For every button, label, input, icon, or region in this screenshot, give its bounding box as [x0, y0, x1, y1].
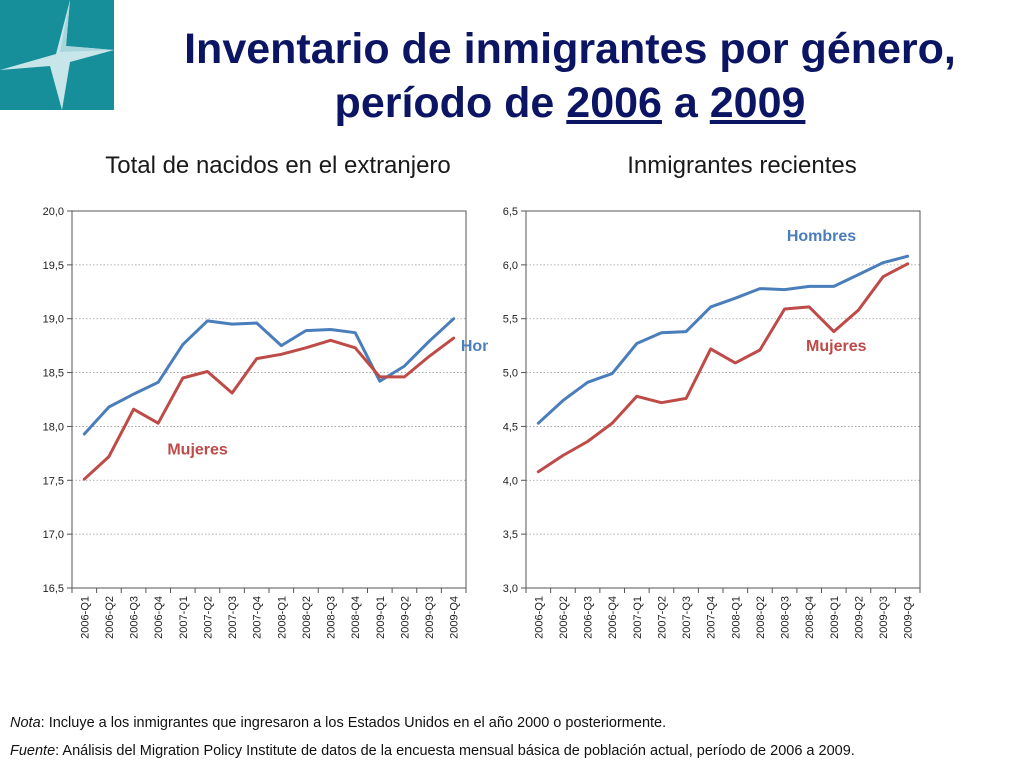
y-tick-label: 4,0 — [503, 475, 518, 487]
title-mid: a — [661, 79, 710, 127]
x-tick-label: 2006-Q4 — [153, 596, 165, 639]
source-label: Fuente — [10, 743, 56, 759]
x-tick-label: 2008-Q1 — [276, 596, 288, 639]
x-tick-label: 2008-Q3 — [780, 596, 792, 639]
x-tick-label: 2007-Q2 — [202, 596, 214, 639]
x-tick-label: 2008-Q4 — [804, 596, 816, 639]
x-tick-label: 2006-Q1 — [533, 596, 545, 639]
note-label: Nota — [10, 715, 41, 731]
x-tick-label: 2006-Q2 — [104, 596, 116, 639]
series-label-hombres: Hombres — [461, 338, 488, 355]
x-tick-label: 2007-Q3 — [227, 596, 239, 639]
y-tick-label: 20,0 — [43, 206, 64, 218]
y-tick-label: 5,0 — [503, 368, 518, 380]
x-tick-label: 2007-Q2 — [656, 596, 668, 639]
x-tick-label: 2008-Q4 — [350, 596, 362, 639]
x-tick-label: 2007-Q1 — [632, 596, 644, 639]
note-text: : Incluye a los inmigrantes que ingresar… — [40, 715, 667, 731]
plot-area — [525, 210, 921, 589]
footnote-note: Nota: Incluye a los inmigrantes que ingr… — [10, 715, 666, 731]
y-tick-label: 5,5 — [503, 314, 518, 326]
x-tick-label: 2008-Q1 — [730, 596, 742, 639]
title-year-start: 2006 — [566, 79, 662, 127]
x-tick-label: 2008-Q2 — [301, 596, 313, 639]
y-tick-label: 3,0 — [503, 583, 518, 595]
x-tick-label: 2007-Q1 — [178, 596, 190, 639]
x-tick-label: 2008-Q2 — [755, 596, 767, 639]
x-tick-label: 2009-Q1 — [375, 596, 387, 639]
x-tick-label: 2007-Q4 — [706, 596, 718, 639]
x-tick-label: 2009-Q4 — [449, 596, 461, 639]
y-tick-label: 18,5 — [43, 368, 64, 380]
y-tick-label: 19,5 — [43, 260, 64, 272]
title-year-end: 2009 — [709, 79, 806, 127]
page-title: Inventario de inmigrantes por género, pe… — [120, 22, 1020, 130]
series-line-hombres — [536, 254, 910, 425]
x-tick-label: 2006-Q4 — [607, 596, 619, 639]
series-line-hombres — [82, 317, 456, 436]
series-line-mujeres — [536, 262, 910, 474]
plot-area — [71, 210, 467, 589]
y-tick-label: 3,5 — [503, 529, 518, 541]
y-tick-label: 17,0 — [43, 529, 64, 541]
star-logo-icon — [0, 0, 114, 110]
x-tick-label: 2009-Q1 — [829, 596, 841, 639]
chart-title-right: Inmigrantes recientes — [627, 152, 857, 179]
x-tick-label: 2008-Q3 — [326, 596, 338, 639]
chart-title-left: Total de nacidos en el extranjero — [105, 152, 451, 179]
series-line-mujeres — [82, 336, 456, 481]
x-tick-label: 2009-Q3 — [878, 596, 890, 639]
x-tick-label: 2009-Q3 — [424, 596, 436, 639]
y-tick-label: 19,0 — [43, 314, 64, 326]
series-label-mujeres: Mujeres — [806, 338, 867, 355]
x-tick-label: 2009-Q2 — [399, 596, 411, 639]
footnote-source: Fuente: Análisis del Migration Policy In… — [10, 743, 855, 759]
title-line-2: período de 2006 a 2009 — [120, 76, 1020, 130]
y-tick-label: 6,5 — [503, 206, 518, 218]
chart-foreign-born: 16,5 17,0 17,5 18,0 18,5 19,0 19,5 20,0 2006-Q1 2… — [43, 206, 488, 639]
source-text: : Análisis del Migration Policy Institut… — [55, 743, 855, 759]
x-tick-label: 2006-Q3 — [129, 596, 141, 639]
y-tick-label: 4,5 — [503, 421, 518, 433]
series-label-mujeres: Mujeres — [167, 441, 228, 458]
x-tick-label: 2007-Q3 — [681, 596, 693, 639]
x-tick-label: 2009-Q4 — [903, 596, 915, 639]
y-tick-label: 6,0 — [503, 260, 518, 272]
x-tick-label: 2006-Q2 — [558, 596, 570, 639]
y-tick-label: 18,0 — [43, 421, 64, 433]
x-tick-label: 2009-Q2 — [853, 596, 865, 639]
title-line-1: Inventario de inmigrantes por género, — [184, 25, 956, 73]
series-label-hombres: Hombres — [787, 228, 856, 245]
x-tick-label: 2006-Q3 — [583, 596, 595, 639]
x-tick-label: 2006-Q1 — [79, 596, 91, 639]
y-tick-label: 16,5 — [43, 583, 64, 595]
x-tick-label: 2007-Q4 — [252, 596, 264, 639]
title-prefix: período de — [334, 79, 567, 127]
chart-recent-immigrants: 3,0 3,5 4,0 4,5 5,0 5,5 6,0 6,5 2006-Q1 2006-Q2 20… — [503, 206, 921, 639]
y-tick-label: 17,5 — [43, 475, 64, 487]
